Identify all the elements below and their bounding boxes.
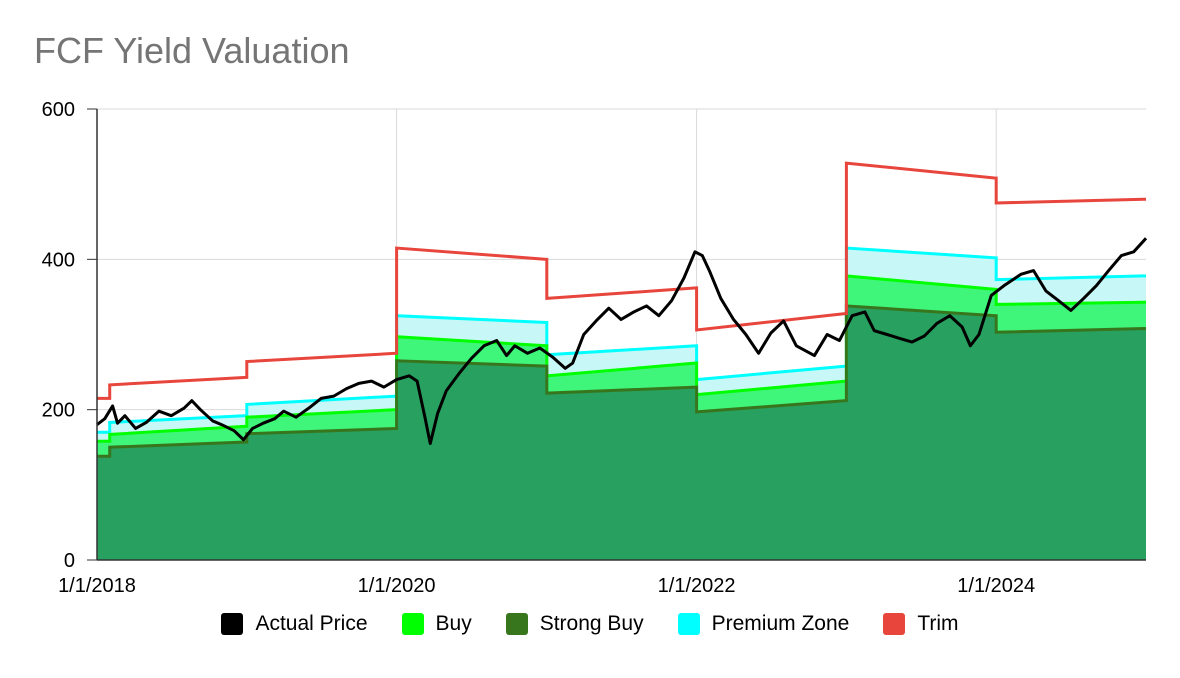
legend-label: Trim bbox=[917, 612, 959, 635]
buy-band bbox=[97, 275, 1146, 457]
legend-swatch bbox=[221, 613, 244, 635]
legend-item: Actual Price bbox=[221, 612, 368, 636]
trim-line bbox=[97, 161, 1147, 400]
x-tick-label: 1/1/2018 bbox=[58, 575, 136, 597]
legend-label: Actual Price bbox=[255, 612, 368, 635]
legend-item: Buy bbox=[401, 612, 472, 636]
premium-zone-band bbox=[97, 248, 1146, 442]
legend-item: Trim bbox=[883, 612, 959, 636]
y-tick-label: 200 bbox=[42, 400, 75, 422]
premium-zone-line bbox=[97, 246, 1147, 434]
legend-item: Strong Buy bbox=[505, 612, 644, 636]
chart-plot: 0 200 400 600 1/1/2018 1/1/2020 1/1/2022 1/1/20… bbox=[42, 99, 1148, 597]
x-tick-label: 1/1/2024 bbox=[957, 575, 1035, 597]
legend: Actual Price Buy Strong Buy Premium Zone Tri… bbox=[0, 612, 1180, 636]
legend-swatch bbox=[505, 613, 528, 635]
legend-swatch bbox=[677, 613, 700, 635]
x-tick-label: 1/1/2022 bbox=[658, 575, 736, 597]
strong-buy-area bbox=[97, 305, 1146, 560]
y-tick-label: 600 bbox=[42, 99, 75, 121]
legend-label: Strong Buy bbox=[539, 612, 644, 635]
actual-price-line bbox=[96, 237, 1148, 445]
y-tick-label: 400 bbox=[42, 249, 75, 271]
legend-swatch bbox=[883, 613, 906, 635]
legend-label: Buy bbox=[435, 612, 472, 635]
chart-title: FCF Yield Valuation bbox=[34, 30, 350, 71]
x-tick-label: 1/1/2020 bbox=[358, 575, 436, 597]
legend-item: Premium Zone bbox=[677, 612, 850, 636]
legend-label: Premium Zone bbox=[711, 612, 850, 635]
buy-line bbox=[97, 274, 1147, 443]
y-tick-label: 0 bbox=[64, 550, 75, 572]
strong-buy-line bbox=[97, 304, 1147, 458]
legend-swatch bbox=[401, 613, 424, 635]
